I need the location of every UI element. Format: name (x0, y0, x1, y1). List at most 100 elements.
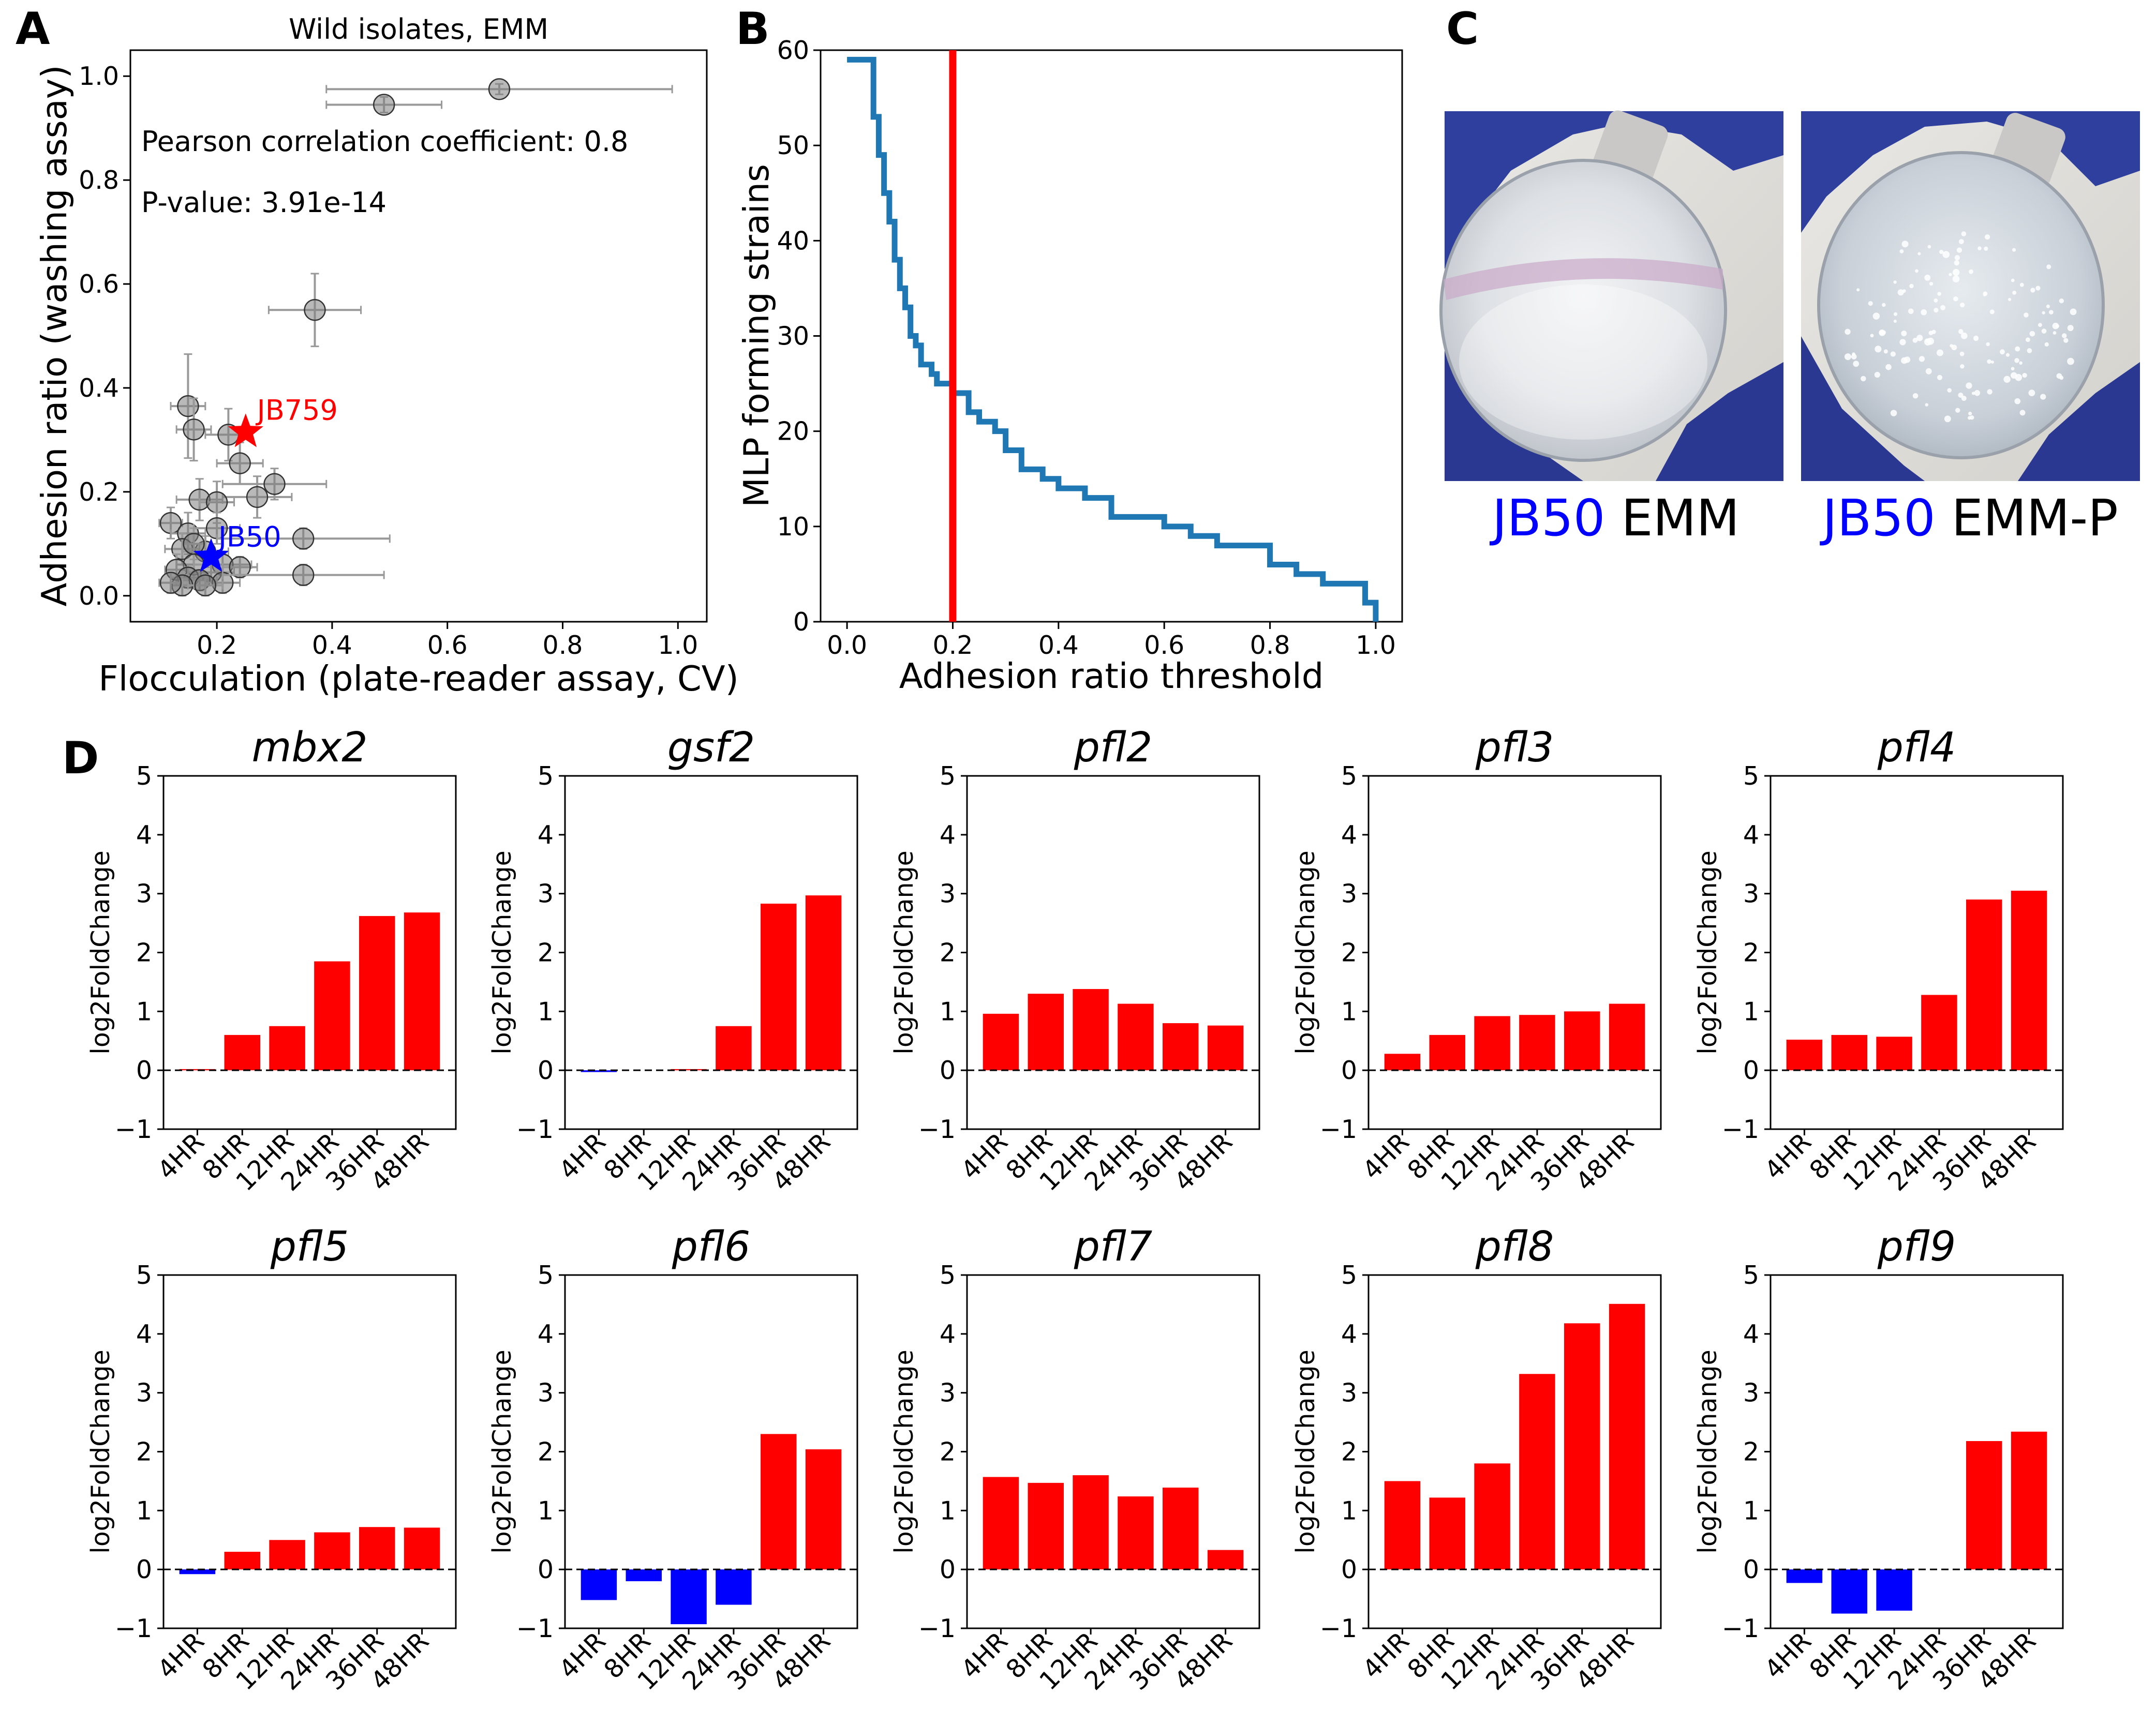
y-tick-label: 4 (1341, 820, 1357, 850)
panel-letter-b: B (736, 3, 770, 55)
point-marker (292, 564, 315, 586)
subplot-ylabel: log2FoldChange (487, 850, 517, 1055)
bar-12hr (671, 1569, 707, 1625)
bar-24hr (1519, 1374, 1555, 1570)
bar-36hr (1564, 1323, 1600, 1570)
gene-subplot-gsf2: gsf2−1012345log2FoldChange4HR8HR12HR24HR… (487, 724, 858, 1197)
y-tick-label: 5 (538, 1261, 554, 1290)
y-tick-label: 1 (940, 1496, 956, 1525)
pearson-annotation: Pearson correlation coefficient: 0.8 (141, 125, 628, 158)
bar-8hr (1429, 1497, 1465, 1570)
scatter-point (267, 273, 362, 348)
scatter-point (216, 441, 264, 485)
x-tick-label: 0.4 (1038, 631, 1079, 660)
bar-12hr (269, 1540, 305, 1570)
y-tick-label: 4 (538, 1320, 554, 1349)
y-tick-label: 60 (777, 36, 809, 65)
y-tick-label: 2 (136, 1437, 152, 1467)
caption-emm-p-medium: EMM-P (1952, 489, 2118, 547)
subplot-ylabel: log2FoldChange (487, 1350, 517, 1554)
bar-36hr (1163, 1487, 1199, 1570)
bar-12hr (1474, 1016, 1510, 1071)
panel-b-ticks: 0.0 0.2 0.4 0.6 0.8 1.0 0 10 20 30 40 50 60 (777, 36, 1396, 660)
scatter-point (204, 408, 252, 462)
y-tick-label: 5 (1743, 1261, 1759, 1290)
y-tick-label: −1 (1722, 1115, 1759, 1144)
subplot-title: pfl5 (270, 1223, 349, 1270)
panel-b-plot (847, 50, 1379, 622)
bar-8hr (224, 1035, 260, 1071)
bar-4hr (179, 1569, 216, 1575)
x-tick-label: 0.2 (932, 631, 973, 660)
bar-4hr (1786, 1039, 1823, 1071)
panel-a-points: JB759 JB50 (158, 78, 673, 597)
bar-48hr (404, 912, 440, 1071)
y-tick-label: −1 (1722, 1614, 1759, 1643)
bar-24hr (314, 961, 350, 1071)
panel-letter-a: A (16, 3, 50, 55)
y-tick-label: 0 (1341, 1056, 1357, 1085)
bar-8hr (1831, 1035, 1867, 1071)
y-tick-label: 4 (136, 1320, 152, 1349)
bar-48hr (1609, 1003, 1645, 1071)
panel-letter-c: C (1446, 3, 1479, 55)
x-tick-label: 0.8 (543, 631, 583, 660)
y-tick-label: 1 (136, 997, 152, 1026)
y-tick-label: 1 (1743, 997, 1759, 1026)
subplot-title: pfl6 (672, 1223, 750, 1270)
bar-8hr (1429, 1035, 1465, 1071)
bar-36hr (359, 916, 395, 1071)
bar-48hr (1207, 1550, 1244, 1570)
subplot-ylabel: log2FoldChange (889, 850, 919, 1055)
y-tick-label: 1 (1743, 1496, 1759, 1525)
bar-24hr (1118, 1003, 1154, 1071)
y-tick-label: 0.8 (79, 166, 119, 195)
caption-emm: JB50 EMM (1489, 489, 1739, 547)
subplot-title: pfl9 (1877, 1223, 1956, 1270)
bar-4hr (581, 1569, 617, 1600)
point-marker (183, 533, 205, 555)
panel-a-xlabel: Flocculation (plate-reader assay, CV) (98, 658, 738, 699)
subplot-ylabel: log2FoldChange (1693, 1350, 1722, 1554)
subplot-title: pfl7 (1074, 1223, 1152, 1270)
gene-subplot-pfl8: pfl8−1012345log2FoldChange4HR8HR12HR24HR… (1291, 1223, 1662, 1696)
y-tick-label: 0.0 (79, 581, 119, 611)
y-tick-label: −1 (918, 1115, 956, 1144)
subplot-title: pfl3 (1475, 724, 1554, 771)
bar-36hr (1966, 900, 2002, 1071)
panel-a-ticks: 0.2 0.4 0.6 0.8 1.0 0.0 0.2 0.4 0.6 0.8 1.0 (79, 62, 698, 660)
y-tick-label: 1 (538, 997, 554, 1026)
y-tick-label: 3 (136, 879, 152, 909)
bar-8hr (1028, 1482, 1064, 1570)
bar-8hr (224, 1552, 260, 1570)
panel-letter-d: D (62, 732, 99, 784)
highlight-star-jb759 (228, 413, 263, 447)
scatter-point (193, 512, 241, 545)
highlight-star-jb50 (193, 538, 229, 572)
x-tick-label: 4HR (1357, 1626, 1415, 1684)
bar-24hr (1921, 995, 1957, 1071)
caption-emm-strain: JB50 (1489, 489, 1605, 547)
y-tick-label: −1 (516, 1614, 554, 1643)
point-marker (194, 574, 217, 596)
y-tick-label: 3 (1341, 879, 1357, 909)
point-marker (292, 528, 315, 550)
y-tick-label: 5 (1341, 1261, 1357, 1290)
bar-4hr (1384, 1054, 1421, 1071)
highlight-label-jb50: JB50 (217, 520, 281, 553)
subplot-title: mbx2 (251, 724, 367, 771)
caption-emm-medium: EMM (1621, 489, 1739, 547)
point-marker (183, 418, 205, 441)
y-tick-label: 4 (940, 820, 956, 850)
y-tick-label: 4 (136, 820, 152, 850)
y-tick-label: 2 (538, 1437, 554, 1467)
y-tick-label: 0.6 (79, 269, 119, 299)
y-tick-label: 40 (777, 226, 809, 256)
floc-particles (1844, 231, 2077, 423)
subplot-title: gsf2 (667, 724, 755, 771)
x-tick-label: 4HR (1759, 1127, 1817, 1185)
subplot-frame (966, 1274, 1260, 1629)
gene-subplot-mbx2: mbx2−1012345log2FoldChange4HR8HR12HR24HR… (86, 724, 457, 1197)
scatter-point (221, 564, 385, 587)
bar-48hr (2011, 1431, 2047, 1570)
